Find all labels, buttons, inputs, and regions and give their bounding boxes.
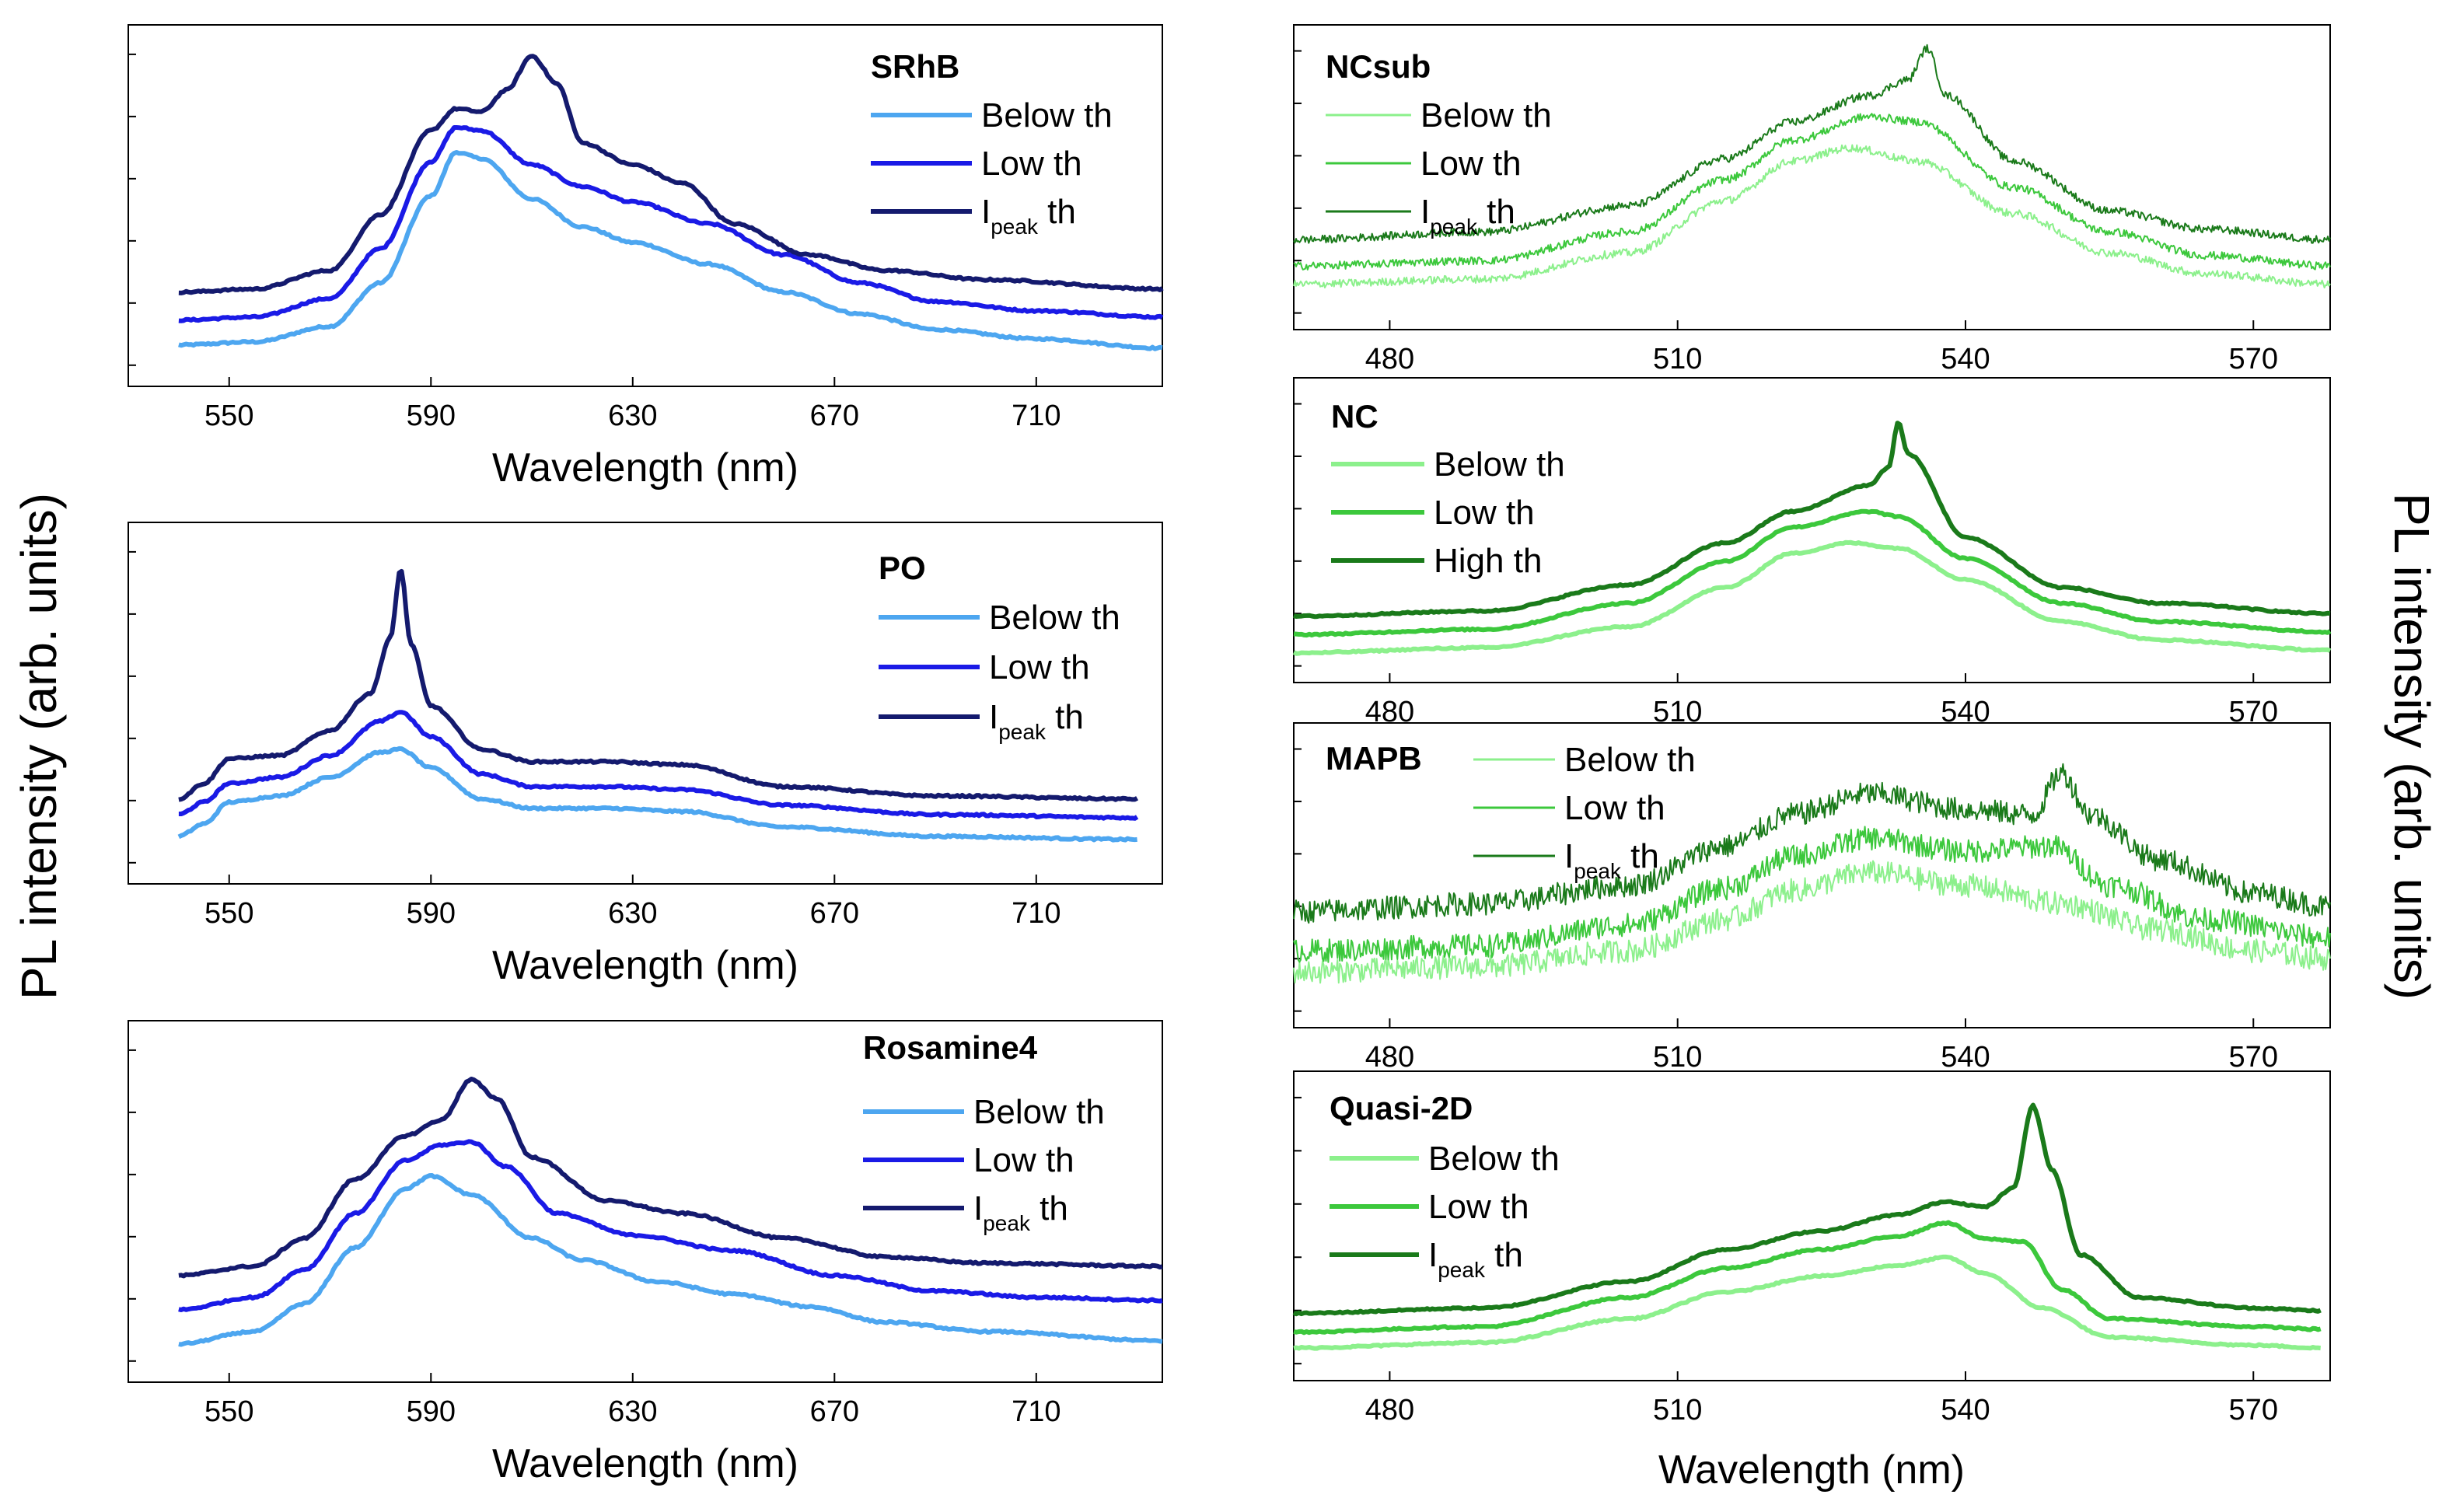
x-tick-label: 590 — [407, 897, 456, 930]
panel-title: MAPB — [1326, 740, 1422, 777]
right-y-axis-label: PL intensity (arb. units) — [2384, 493, 2440, 1000]
x-tick-label: 710 — [1012, 1395, 1061, 1428]
series-line — [1293, 144, 2331, 289]
x-tick-label: 630 — [608, 400, 657, 432]
legend-label: Low th — [1428, 1188, 1529, 1226]
legend-label: Ipeak th — [1428, 1236, 1523, 1282]
legend-label: Below th — [1564, 741, 1696, 779]
plot-frame — [1293, 24, 2331, 330]
legend-label: Low th — [973, 1141, 1074, 1179]
x-tick-label: 670 — [810, 400, 859, 432]
legend-label: Below th — [973, 1093, 1105, 1131]
legend-label: Below th — [981, 96, 1113, 134]
series-line — [1293, 44, 2331, 244]
series-line — [1293, 860, 2331, 984]
legend-label: Low th — [1434, 494, 1535, 532]
x-tick-label: 590 — [407, 400, 456, 432]
series-line — [1293, 113, 2331, 271]
chart-panel-po: 550 590 630 670 710 Wavelength (nm) PO Below th… — [128, 522, 1163, 988]
x-tick-label: 480 — [1365, 1041, 1414, 1074]
legend-label: High th — [1434, 542, 1542, 580]
panel-title: Rosamine4 — [863, 1029, 1038, 1066]
series-line — [178, 710, 1139, 821]
x-tick-label: 550 — [204, 1395, 253, 1428]
chart-panel-quasi-2d: 480 510 540 570 Quasi-2D Below th Low th Ipeak … — [1292, 1070, 2331, 1426]
x-tick-label: 480 — [1365, 343, 1414, 375]
x-tick-label: 540 — [1941, 1041, 1990, 1074]
x-tick-label: 540 — [1941, 343, 1990, 375]
x-tick-label: 550 — [204, 897, 253, 930]
plot-frame — [1293, 722, 2331, 1028]
series-line — [1292, 540, 2332, 656]
x-tick-label: 480 — [1365, 1394, 1414, 1426]
panel-title: NCsub — [1326, 48, 1431, 85]
legend-label: Low th — [1420, 145, 1522, 183]
legend-label: Below th — [1428, 1140, 1560, 1178]
legend-label: Low th — [989, 648, 1090, 686]
series-line — [177, 746, 1137, 843]
x-tick-label: 630 — [608, 897, 657, 930]
series-line — [1292, 1102, 2322, 1317]
legend-label: Ipeak th — [989, 698, 1084, 744]
series-line — [1293, 763, 2331, 924]
series-line — [178, 1139, 1163, 1312]
x-tick-label: 670 — [810, 897, 859, 930]
x-tick-label: 510 — [1653, 1041, 1702, 1074]
x-tick-label: 670 — [810, 1395, 859, 1428]
chart-panel-mapb: 480 510 540 570 MAPB Below th Low th Ipeak th — [1293, 722, 2331, 1074]
x-tick-label: 710 — [1012, 400, 1061, 432]
x-tick-label: 630 — [608, 1395, 657, 1428]
x-axis-label: Wavelength (nm) — [492, 1441, 798, 1486]
chart-panel-rosamine4: 550 590 630 670 710 Wavelength (nm) Rosamine4 B… — [128, 1020, 1163, 1486]
plot-frame — [128, 1020, 1163, 1383]
legend-label: Low th — [1564, 789, 1665, 827]
series-line — [178, 150, 1163, 351]
chart-panel-srhb: 550 590 630 670 710 Wavelength (nm) SRhB Below … — [128, 24, 1164, 491]
legend-label: Ipeak th — [973, 1189, 1068, 1235]
x-axis-label: Wavelength (nm) — [492, 445, 798, 491]
x-tick-label: 570 — [2229, 1394, 2278, 1426]
legend-label: Below th — [1434, 445, 1565, 484]
series-line — [1292, 421, 2331, 620]
chart-panel-ncsub: 480 510 540 570 NCsub Below th Low th Ipeak th — [1293, 24, 2331, 375]
panel-title: PO — [879, 550, 926, 586]
series-line — [178, 125, 1164, 323]
plot-frame — [1293, 1070, 2331, 1381]
legend-label: Ipeak th — [981, 193, 1076, 239]
plot-frame — [128, 522, 1163, 885]
x-axis-label: Wavelength (nm) — [492, 943, 798, 988]
panel-title: NC — [1331, 398, 1378, 435]
legend-label: Ipeak th — [1420, 193, 1515, 239]
x-tick-label: 710 — [1012, 897, 1061, 930]
legend-label: Ipeak th — [1564, 837, 1659, 883]
series-line — [1293, 1220, 2322, 1336]
panel-title: SRhB — [871, 48, 959, 85]
panel-title: Quasi-2D — [1330, 1090, 1473, 1126]
x-tick-label: 510 — [1653, 343, 1702, 375]
x-tick-label: 570 — [2229, 1041, 2278, 1074]
x-tick-label: 540 — [1941, 1394, 1990, 1426]
left-y-axis-label: PL intensity (arb. units) — [11, 493, 67, 1000]
series-line — [178, 54, 1164, 295]
x-tick-label: 570 — [2229, 343, 2278, 375]
legend-label: Below th — [1420, 96, 1552, 134]
x-axis-label-right-column: Wavelength (nm) — [1658, 1447, 1965, 1493]
x-tick-label: 510 — [1653, 1394, 1702, 1426]
x-tick-label: 590 — [407, 1395, 456, 1428]
series-line — [1293, 1254, 2321, 1351]
plot-frame — [1293, 377, 2331, 683]
series-line — [178, 568, 1139, 802]
series-line — [178, 1173, 1163, 1347]
x-tick-label: 550 — [204, 400, 253, 432]
plot-frame — [128, 24, 1163, 387]
series-line — [1293, 508, 2332, 638]
series-line — [1293, 826, 2331, 963]
legend-label: Low th — [981, 145, 1082, 183]
legend-label: Below th — [989, 599, 1120, 637]
series-line — [178, 1077, 1163, 1279]
